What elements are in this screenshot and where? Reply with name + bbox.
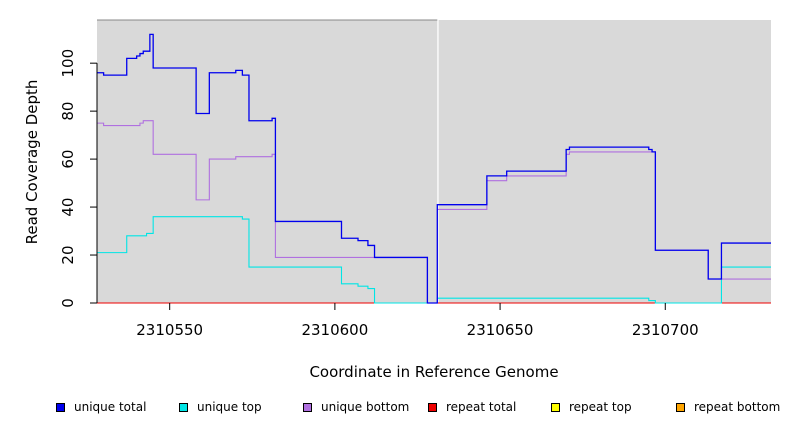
plot-panel-right [438,20,771,303]
legend-swatch [551,402,560,412]
legend-item-repeat-bottom: repeat bottom [676,400,780,414]
legend-label: repeat bottom [694,400,781,414]
y-tick-label: 60 [59,150,77,169]
x-tick-label: 2310700 [632,321,699,339]
plot-panel-left [97,20,438,303]
legend-label: unique total [74,400,147,414]
legend-swatch [179,402,188,412]
y-tick-label: 80 [59,102,77,121]
y-tick-label: 40 [59,198,77,217]
legend-item-unique-bottom: unique bottom [303,400,409,414]
legend-swatch [428,402,437,412]
x-axis-title: Coordinate in Reference Genome [309,363,558,381]
series-line-unique-bottom [97,120,771,304]
legend: unique total unique top unique bottom repea… [0,400,792,418]
y-tick-label: 0 [59,298,77,308]
y-tick-label: 100 [59,49,77,78]
legend-label: unique top [197,400,262,414]
legend-label: unique bottom [321,400,410,414]
legend-swatch [56,402,65,412]
legend-swatch [303,402,312,412]
legend-item-repeat-total: repeat total [428,400,516,414]
legend-label: repeat top [569,400,632,414]
legend-swatch [676,402,685,412]
series-line-unique-top [97,216,771,304]
legend-item-repeat-top: repeat top [551,400,632,414]
legend-item-unique-top: unique top [179,400,262,414]
coverage-chart: 2310550 2310600 2310650 2310700 0 20 40 60 80 100… [23,19,771,381]
x-tick-label: 2310650 [467,321,534,339]
y-tick-label: 20 [59,245,77,264]
series-line-unique-total [97,33,771,304]
legend-label: repeat total [446,400,517,414]
legend-item-unique-total: unique total [56,400,146,414]
x-tick-label: 2310600 [301,321,368,339]
y-axis-title: Read Coverage Depth [23,80,41,245]
x-tick-label: 2310550 [136,321,203,339]
